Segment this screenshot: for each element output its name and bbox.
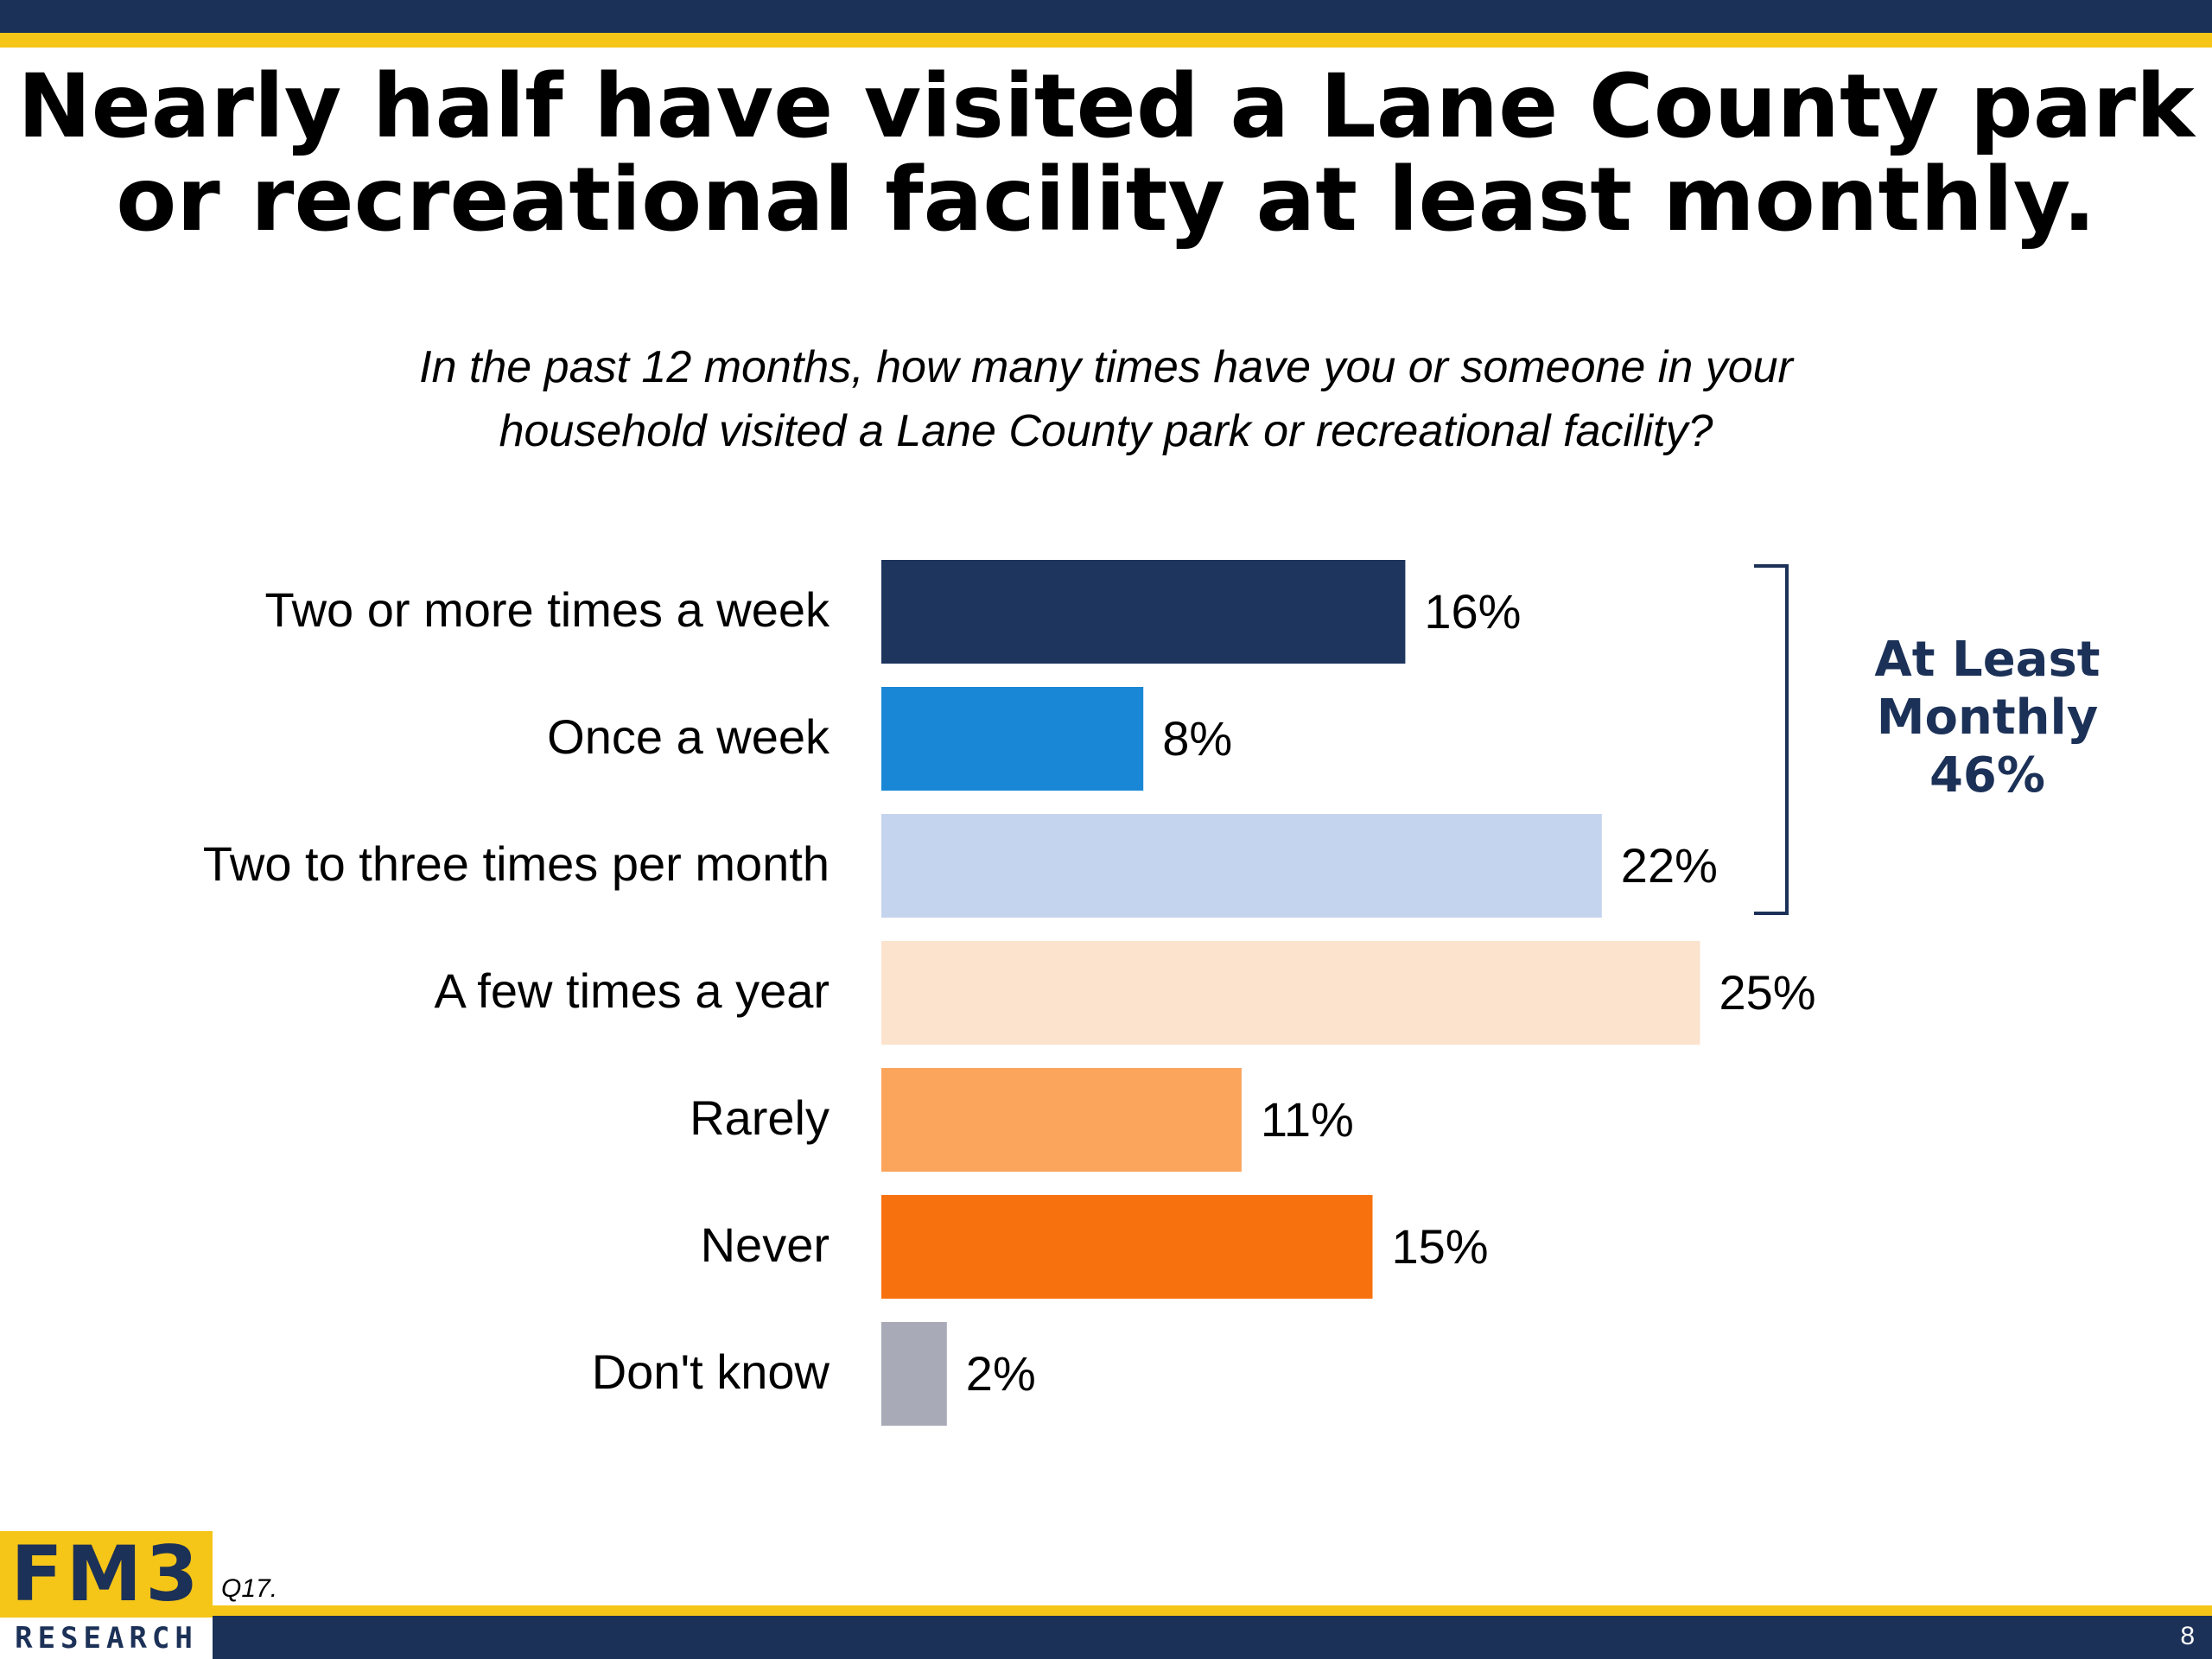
value-label-once-a-week: 8% [1162, 711, 1232, 766]
bottom-gold-band [0, 1605, 2212, 1616]
slide-title: Nearly half have visited a Lane County p… [0, 60, 2212, 247]
bottom-navy-band [0, 1616, 2212, 1659]
logo-research-text: RESEARCH [0, 1618, 213, 1659]
top-navy-band [0, 0, 2212, 33]
bar-two-to-three-times-per-month [881, 814, 1602, 918]
question-text: In the past 12 months, how many times ha… [0, 335, 2212, 463]
value-label-don-t-know: 2% [966, 1346, 1036, 1401]
category-label-two-or-more-times-a-week: Two or more times a week [264, 582, 830, 637]
category-label-two-to-three-times-per-month: Two to three times per month [203, 836, 830, 891]
at-least-monthly-bracket [1754, 564, 1789, 915]
at-least-monthly-label: At Least Monthly 46% [1840, 631, 2134, 804]
category-label-once-a-week: Once a week [547, 709, 830, 764]
bar-once-a-week [881, 687, 1144, 791]
value-label-never: 15% [1392, 1219, 1489, 1274]
logo-fm3-text: FM3 [0, 1531, 213, 1618]
value-label-a-few-times-a-year: 25% [1719, 965, 1816, 1020]
question-line-1: In the past 12 months, how many times ha… [419, 342, 1793, 392]
page-number: 8 [2180, 1622, 2195, 1650]
bar-a-few-times-a-year [881, 941, 1700, 1045]
bar-rarely [881, 1068, 1242, 1172]
question-line-2: household visited a Lane County park or … [499, 406, 1713, 456]
bar-two-or-more-times-a-week [881, 560, 1406, 664]
source-note: Q17. [221, 1574, 278, 1603]
category-label-never: Never [701, 1217, 830, 1272]
value-label-two-to-three-times-per-month: 22% [1621, 838, 1718, 893]
bar-never [881, 1195, 1373, 1299]
bar-don-t-know [881, 1322, 947, 1426]
fm3-research-logo: FM3 RESEARCH [0, 1531, 213, 1659]
value-label-two-or-more-times-a-week: 16% [1424, 584, 1521, 639]
title-line-1: Nearly half have visited a Lane County p… [17, 55, 2195, 158]
category-label-a-few-times-a-year: A few times a year [434, 963, 830, 1018]
bracket-line-2: Monthly [1876, 690, 2099, 746]
bracket-line-3: 46% [1929, 747, 2046, 804]
category-label-don-t-know: Don't know [592, 1344, 830, 1399]
title-line-2: or recreational facility at least monthl… [116, 149, 2096, 251]
bracket-line-1: At Least [1874, 632, 2101, 688]
top-gold-band [0, 33, 2212, 48]
value-label-rarely: 11% [1261, 1092, 1354, 1147]
category-label-rarely: Rarely [690, 1090, 830, 1145]
